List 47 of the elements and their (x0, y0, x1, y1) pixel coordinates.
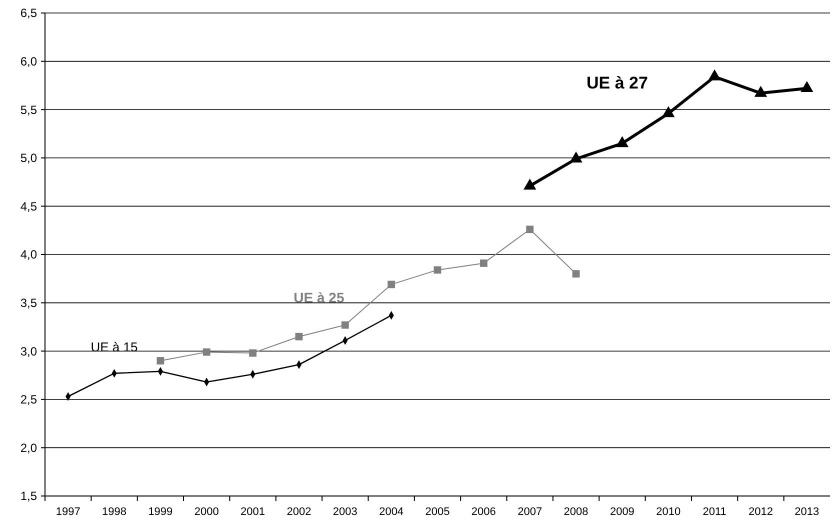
x-tick-label: 2001 (240, 506, 266, 518)
point (526, 226, 534, 234)
y-tick-label: 3,0 (20, 344, 38, 358)
point (249, 349, 256, 357)
point (754, 86, 768, 97)
y-tick-label: 3,5 (20, 296, 38, 310)
y-tick-label: 4,5 (20, 199, 38, 214)
x-tick-label: 2010 (656, 506, 681, 518)
x-tick-label: 2004 (379, 506, 404, 518)
y-tick-label: 5,5 (20, 102, 38, 117)
point (434, 266, 442, 274)
point (202, 348, 210, 356)
point (388, 280, 396, 288)
point (295, 332, 303, 340)
point (572, 270, 580, 278)
x-tick-label: 1998 (102, 506, 127, 518)
point (480, 259, 488, 267)
y-tick-label: 2,0 (20, 440, 38, 455)
y-tick-label: 6,0 (20, 54, 38, 68)
y-tick-label: 2,5 (20, 392, 38, 407)
x-tick-label: 2007 (518, 506, 542, 518)
x-tick-label: 2011 (702, 506, 726, 518)
point (570, 152, 582, 163)
x-tick-label: 1999 (148, 506, 173, 518)
x-tick-label: 2003 (332, 506, 358, 518)
point (800, 81, 814, 92)
series-label: UE à 25 (294, 290, 344, 306)
x-tick-label: 1997 (56, 506, 80, 518)
y-tick-label: 6,5 (20, 6, 38, 20)
x-tick-label: 2008 (564, 506, 588, 518)
y-tick-label: 5,0 (20, 151, 38, 166)
x-tick-label: 2012 (748, 506, 773, 518)
point (341, 321, 349, 329)
y-tick-label: 1,5 (20, 489, 38, 504)
x-tick-label: 2002 (286, 506, 312, 518)
point (616, 136, 629, 148)
series-label: UE à 27 (586, 73, 648, 92)
x-tick-label: 2000 (194, 506, 219, 518)
x-tick-label: 2013 (794, 506, 820, 518)
point (523, 178, 536, 190)
x-tick-label: 2006 (471, 506, 496, 518)
x-tick-label: 2009 (610, 506, 634, 518)
point (156, 357, 164, 364)
point (662, 106, 675, 118)
x-tick-label: 2005 (425, 506, 450, 518)
point (708, 69, 721, 80)
y-tick-label: 4,0 (20, 248, 38, 262)
